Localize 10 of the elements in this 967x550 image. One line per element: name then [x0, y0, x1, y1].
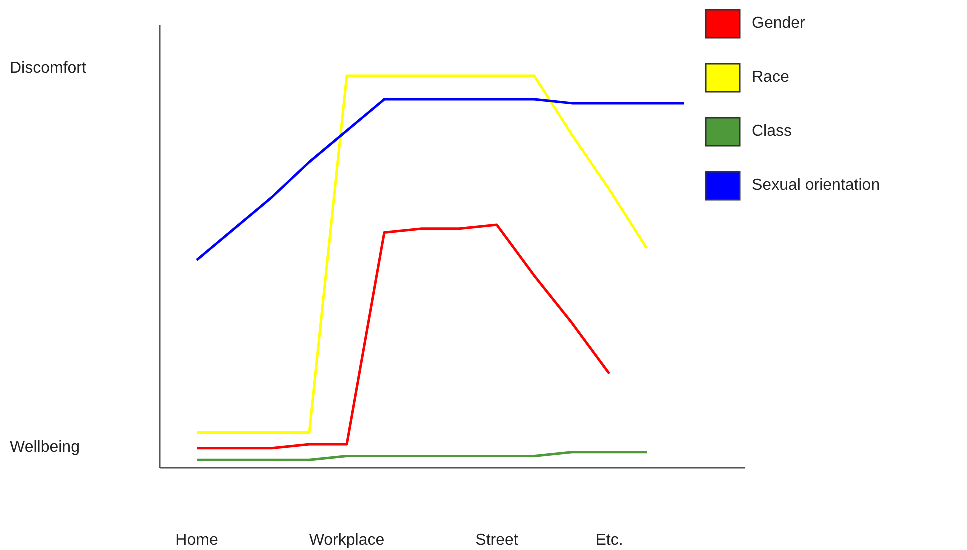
x-tick-label: Workplace: [309, 532, 385, 549]
x-tick-label: Street: [476, 532, 519, 549]
x-tick-label: Etc.: [596, 532, 624, 549]
text: Discomfort: [10, 60, 88, 77]
legend-label: Sexual orientation: [752, 177, 880, 194]
legend-label: Class: [752, 123, 792, 140]
legend-label: Race: [752, 69, 790, 86]
x-tick-label: Home: [176, 532, 218, 549]
legend-label: Gender: [752, 15, 806, 32]
text: Wellbeing: [10, 439, 80, 456]
